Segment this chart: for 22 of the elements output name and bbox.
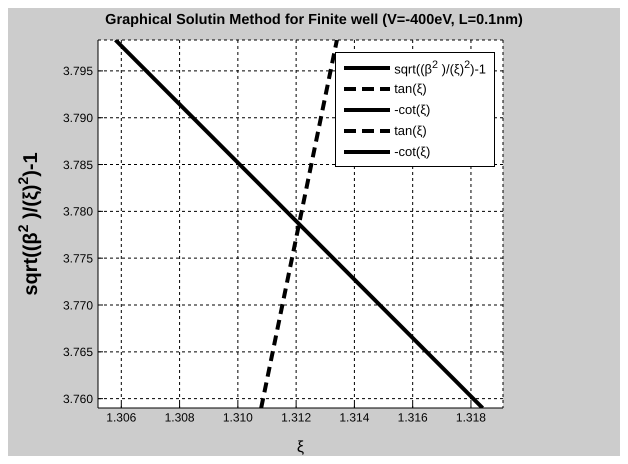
y-tick-label: 3.765 <box>62 345 94 360</box>
legend-label: tan(ξ) <box>394 123 427 138</box>
legend-label: -cot(ξ) <box>394 102 430 117</box>
y-tick-label: 3.775 <box>62 251 94 266</box>
y-tick-label: 3.795 <box>62 64 94 78</box>
y-tick-label: 3.785 <box>62 158 94 172</box>
x-tick-label: 1.312 <box>281 410 312 425</box>
x-tick-label: 1.318 <box>456 410 486 425</box>
x-tick-label: 1.306 <box>106 410 137 425</box>
x-tick-label: 1.314 <box>339 410 370 425</box>
y-tick-label: 3.760 <box>62 392 94 406</box>
legend-label: -cot(ξ) <box>394 144 430 159</box>
x-tick-label: 1.310 <box>222 410 254 425</box>
y-tick-label: 3.790 <box>62 110 94 125</box>
x-tick-label: 1.316 <box>398 410 428 425</box>
x-tick-label: 1.308 <box>164 410 195 425</box>
legend-label: sqrt((β$^{2}$ )/(ξ)$^{2}$)-1 <box>394 58 486 76</box>
y-tick-label: 3.770 <box>62 298 94 312</box>
legend-label: tan(ξ) <box>394 81 427 96</box>
chart-title: Graphical Solutin Method for Finite well (V=-400eV, L=0.1nm) <box>105 12 523 28</box>
y-tick-label: 3.780 <box>62 204 94 219</box>
x-axis-title: ξ <box>296 439 304 456</box>
